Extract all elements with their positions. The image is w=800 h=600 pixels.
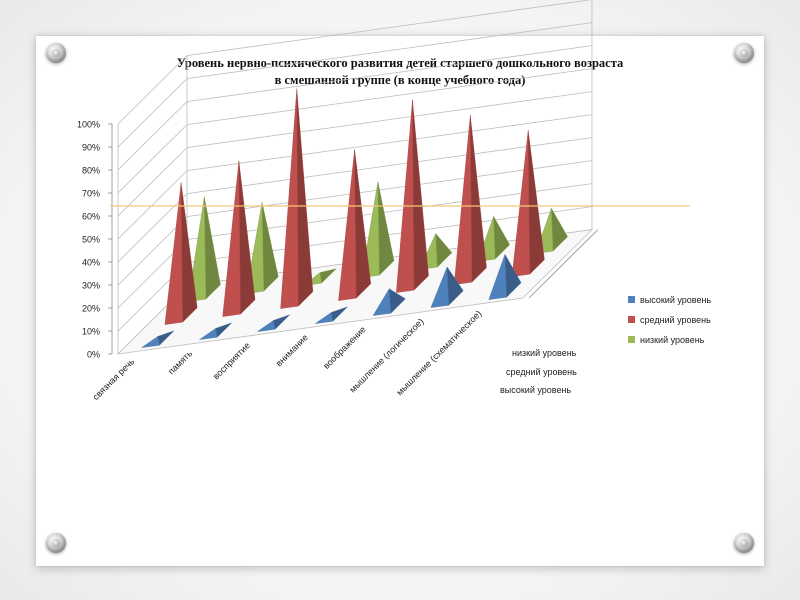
legend-swatch xyxy=(628,296,635,303)
y-tick-label: 100% xyxy=(77,120,100,130)
depth-axis-label: низкий уровень xyxy=(512,348,577,358)
y-tick-label: 70% xyxy=(82,189,100,199)
pyramid-mark xyxy=(164,182,198,325)
x-category-label: память xyxy=(166,348,194,376)
pyramid-face xyxy=(511,130,531,277)
pyramid-face xyxy=(204,196,221,300)
pyramid-mark xyxy=(430,266,464,308)
legend-label: низкий уровень xyxy=(640,335,705,345)
y-tick-label: 10% xyxy=(82,327,100,337)
pyramid-face xyxy=(222,160,241,317)
pushpin-icon xyxy=(46,43,66,63)
pyramid-face xyxy=(157,330,175,346)
pyramid-face xyxy=(493,216,510,260)
pyramid-face xyxy=(504,254,522,298)
pyramid-mark xyxy=(315,306,348,324)
pyramid-mark xyxy=(372,288,406,316)
pyramid-face xyxy=(412,100,429,291)
pyramid-face xyxy=(435,232,453,268)
y-tick-label: 30% xyxy=(82,281,100,291)
chart-title-line-1: Уровень нервно-психического развития дет… xyxy=(176,56,624,70)
x-category-label: мышление (схематическое) xyxy=(394,308,483,397)
x-category-label: воображение xyxy=(321,324,368,371)
pyramid-face xyxy=(396,100,415,293)
y-tick-label: 20% xyxy=(82,304,100,314)
pyramid-face xyxy=(331,306,348,322)
pyramid-face xyxy=(528,130,545,275)
pyramid-face xyxy=(319,268,337,284)
pyramid-mark xyxy=(396,100,429,293)
pyramid-mark xyxy=(257,314,290,332)
legend-swatch xyxy=(628,316,635,323)
pyramid-mark xyxy=(199,322,232,340)
y-tick-label: 50% xyxy=(82,235,100,245)
pyramid-mark xyxy=(222,160,256,317)
pushpin-icon xyxy=(734,533,754,553)
x-category-label: восприятие xyxy=(211,340,252,381)
pyramid-face xyxy=(453,115,473,285)
pyramid-mark xyxy=(141,330,175,348)
pyramid-face xyxy=(388,288,406,314)
pyramid-mark xyxy=(488,254,522,300)
pyramid-face xyxy=(164,182,183,325)
legend-label: высокий уровень xyxy=(640,295,711,305)
pyramid-face xyxy=(470,115,487,283)
pyramid-mark xyxy=(338,149,372,301)
pyramid-mark xyxy=(511,130,545,277)
pyramid-face xyxy=(354,149,372,299)
depth-axis-label: средний уровень xyxy=(506,367,577,377)
y-tick-label: 0% xyxy=(87,350,100,360)
pyramid-mark xyxy=(453,115,487,285)
pyramid-face xyxy=(261,202,279,292)
y-tick-label: 80% xyxy=(82,166,100,176)
pushpin-icon xyxy=(734,43,754,63)
pyramid-face xyxy=(215,322,232,338)
y-tick-label: 90% xyxy=(82,143,100,153)
x-category-label: связная речь xyxy=(91,356,137,402)
pyramid-face xyxy=(551,208,568,252)
pyramid-face xyxy=(377,181,395,276)
chart-title: Уровень нервно-психического развития дет… xyxy=(150,55,650,89)
chart-title-line-2: в смешанной группе (в конце учебного год… xyxy=(274,73,526,87)
y-tick-label: 60% xyxy=(82,212,100,222)
pyramid-face xyxy=(273,314,290,330)
pyramid-face xyxy=(238,160,256,315)
legend-swatch xyxy=(628,336,635,343)
gridline xyxy=(117,22,593,148)
depth-axis-line xyxy=(528,229,599,299)
pyramid-face xyxy=(446,266,464,306)
pushpin-icon xyxy=(46,533,66,553)
legend-label: средний уровень xyxy=(640,315,711,325)
pyramid-face xyxy=(180,182,198,323)
gridline xyxy=(117,0,593,125)
x-category-label: внимание xyxy=(274,332,310,368)
pyramid-face xyxy=(280,88,299,309)
pyramid-face xyxy=(296,88,314,307)
depth-axis-label: высокий уровень xyxy=(500,385,571,395)
pyramid-mark xyxy=(280,88,314,309)
y-tick-label: 40% xyxy=(82,258,100,268)
